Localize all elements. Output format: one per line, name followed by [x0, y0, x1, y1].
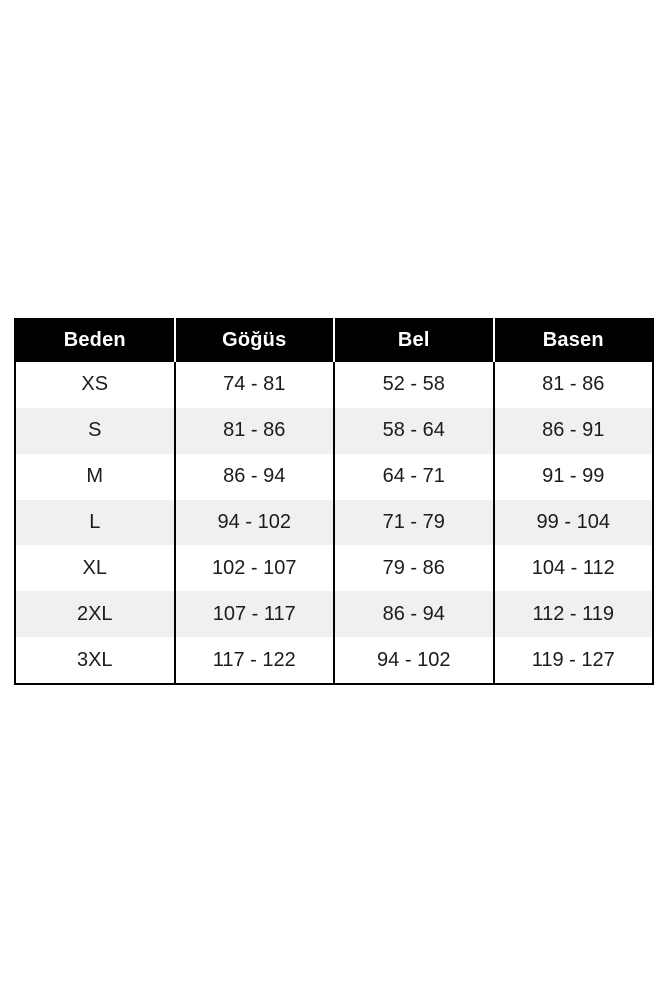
size-cell: 3XL [76, 648, 113, 671]
table-row: XL 102 - 107 79 - 86 104 - 112 [16, 545, 653, 592]
measurement-cell: 91 - 99 [492, 453, 653, 500]
measurement-cell: 58 - 64 [333, 407, 493, 454]
measurement-cell: 94 - 102 [173, 499, 334, 546]
table-body: XS 74 - 81 52 - 58 81 - 86 S 81 - 86 58 - 64 86… [16, 362, 653, 684]
table-row: 3XL 117 - 122 94 - 102 119 - 127 [16, 637, 653, 684]
size-cell: L [89, 511, 101, 533]
measurement-cell: 86 - 94 [333, 591, 493, 638]
size-cell: XL [82, 556, 107, 579]
measurement-cell: 119 - 127 [492, 637, 653, 684]
table-row: L 94 - 102 71 - 79 99 - 104 [16, 499, 653, 546]
measurement-cell: 52 - 58 [333, 362, 493, 408]
measurement-cell: 71 - 79 [333, 499, 493, 546]
measurement-cell: 112 - 119 [492, 591, 653, 638]
size-cell: 2XL [76, 602, 113, 625]
measurement-cell: 81 - 86 [173, 407, 334, 454]
size-chart-table: Beden Göğüs Bel Basen XS 74 - 81 52 - 58 81… [14, 318, 654, 685]
measurement-cell: 117 - 122 [173, 637, 334, 684]
column-header-beden: Beden [63, 328, 126, 351]
measurement-cell: 104 - 112 [492, 545, 653, 592]
column-header-gogus: Göğüs [173, 318, 334, 362]
column-header-bel: Bel [333, 318, 493, 362]
column-header-basen: Basen [492, 318, 653, 362]
table-row: 2XL 107 - 117 86 - 94 112 - 119 [16, 591, 653, 638]
measurement-cell: 102 - 107 [173, 545, 334, 592]
table-header-row: Beden Göğüs Bel Basen [16, 318, 652, 362]
size-cell: S [88, 419, 102, 442]
measurement-cell: 64 - 71 [333, 453, 493, 500]
measurement-cell: 107 - 117 [173, 591, 334, 638]
measurement-cell: 94 - 102 [333, 637, 493, 684]
table-row: S 81 - 86 58 - 64 86 - 91 [16, 407, 653, 454]
measurement-cell: 86 - 91 [492, 407, 653, 454]
measurement-cell: 86 - 94 [173, 453, 334, 500]
measurement-cell: 99 - 104 [492, 499, 653, 546]
table-row: M 86 - 94 64 - 71 91 - 99 [16, 453, 653, 500]
size-cell: M [86, 465, 104, 488]
measurement-cell: 81 - 86 [492, 362, 653, 408]
measurement-cell: 79 - 86 [333, 545, 493, 592]
size-cell: XS [81, 373, 109, 396]
measurement-cell: 74 - 81 [173, 362, 334, 408]
table-row: XS 74 - 81 52 - 58 81 - 86 [16, 362, 652, 408]
